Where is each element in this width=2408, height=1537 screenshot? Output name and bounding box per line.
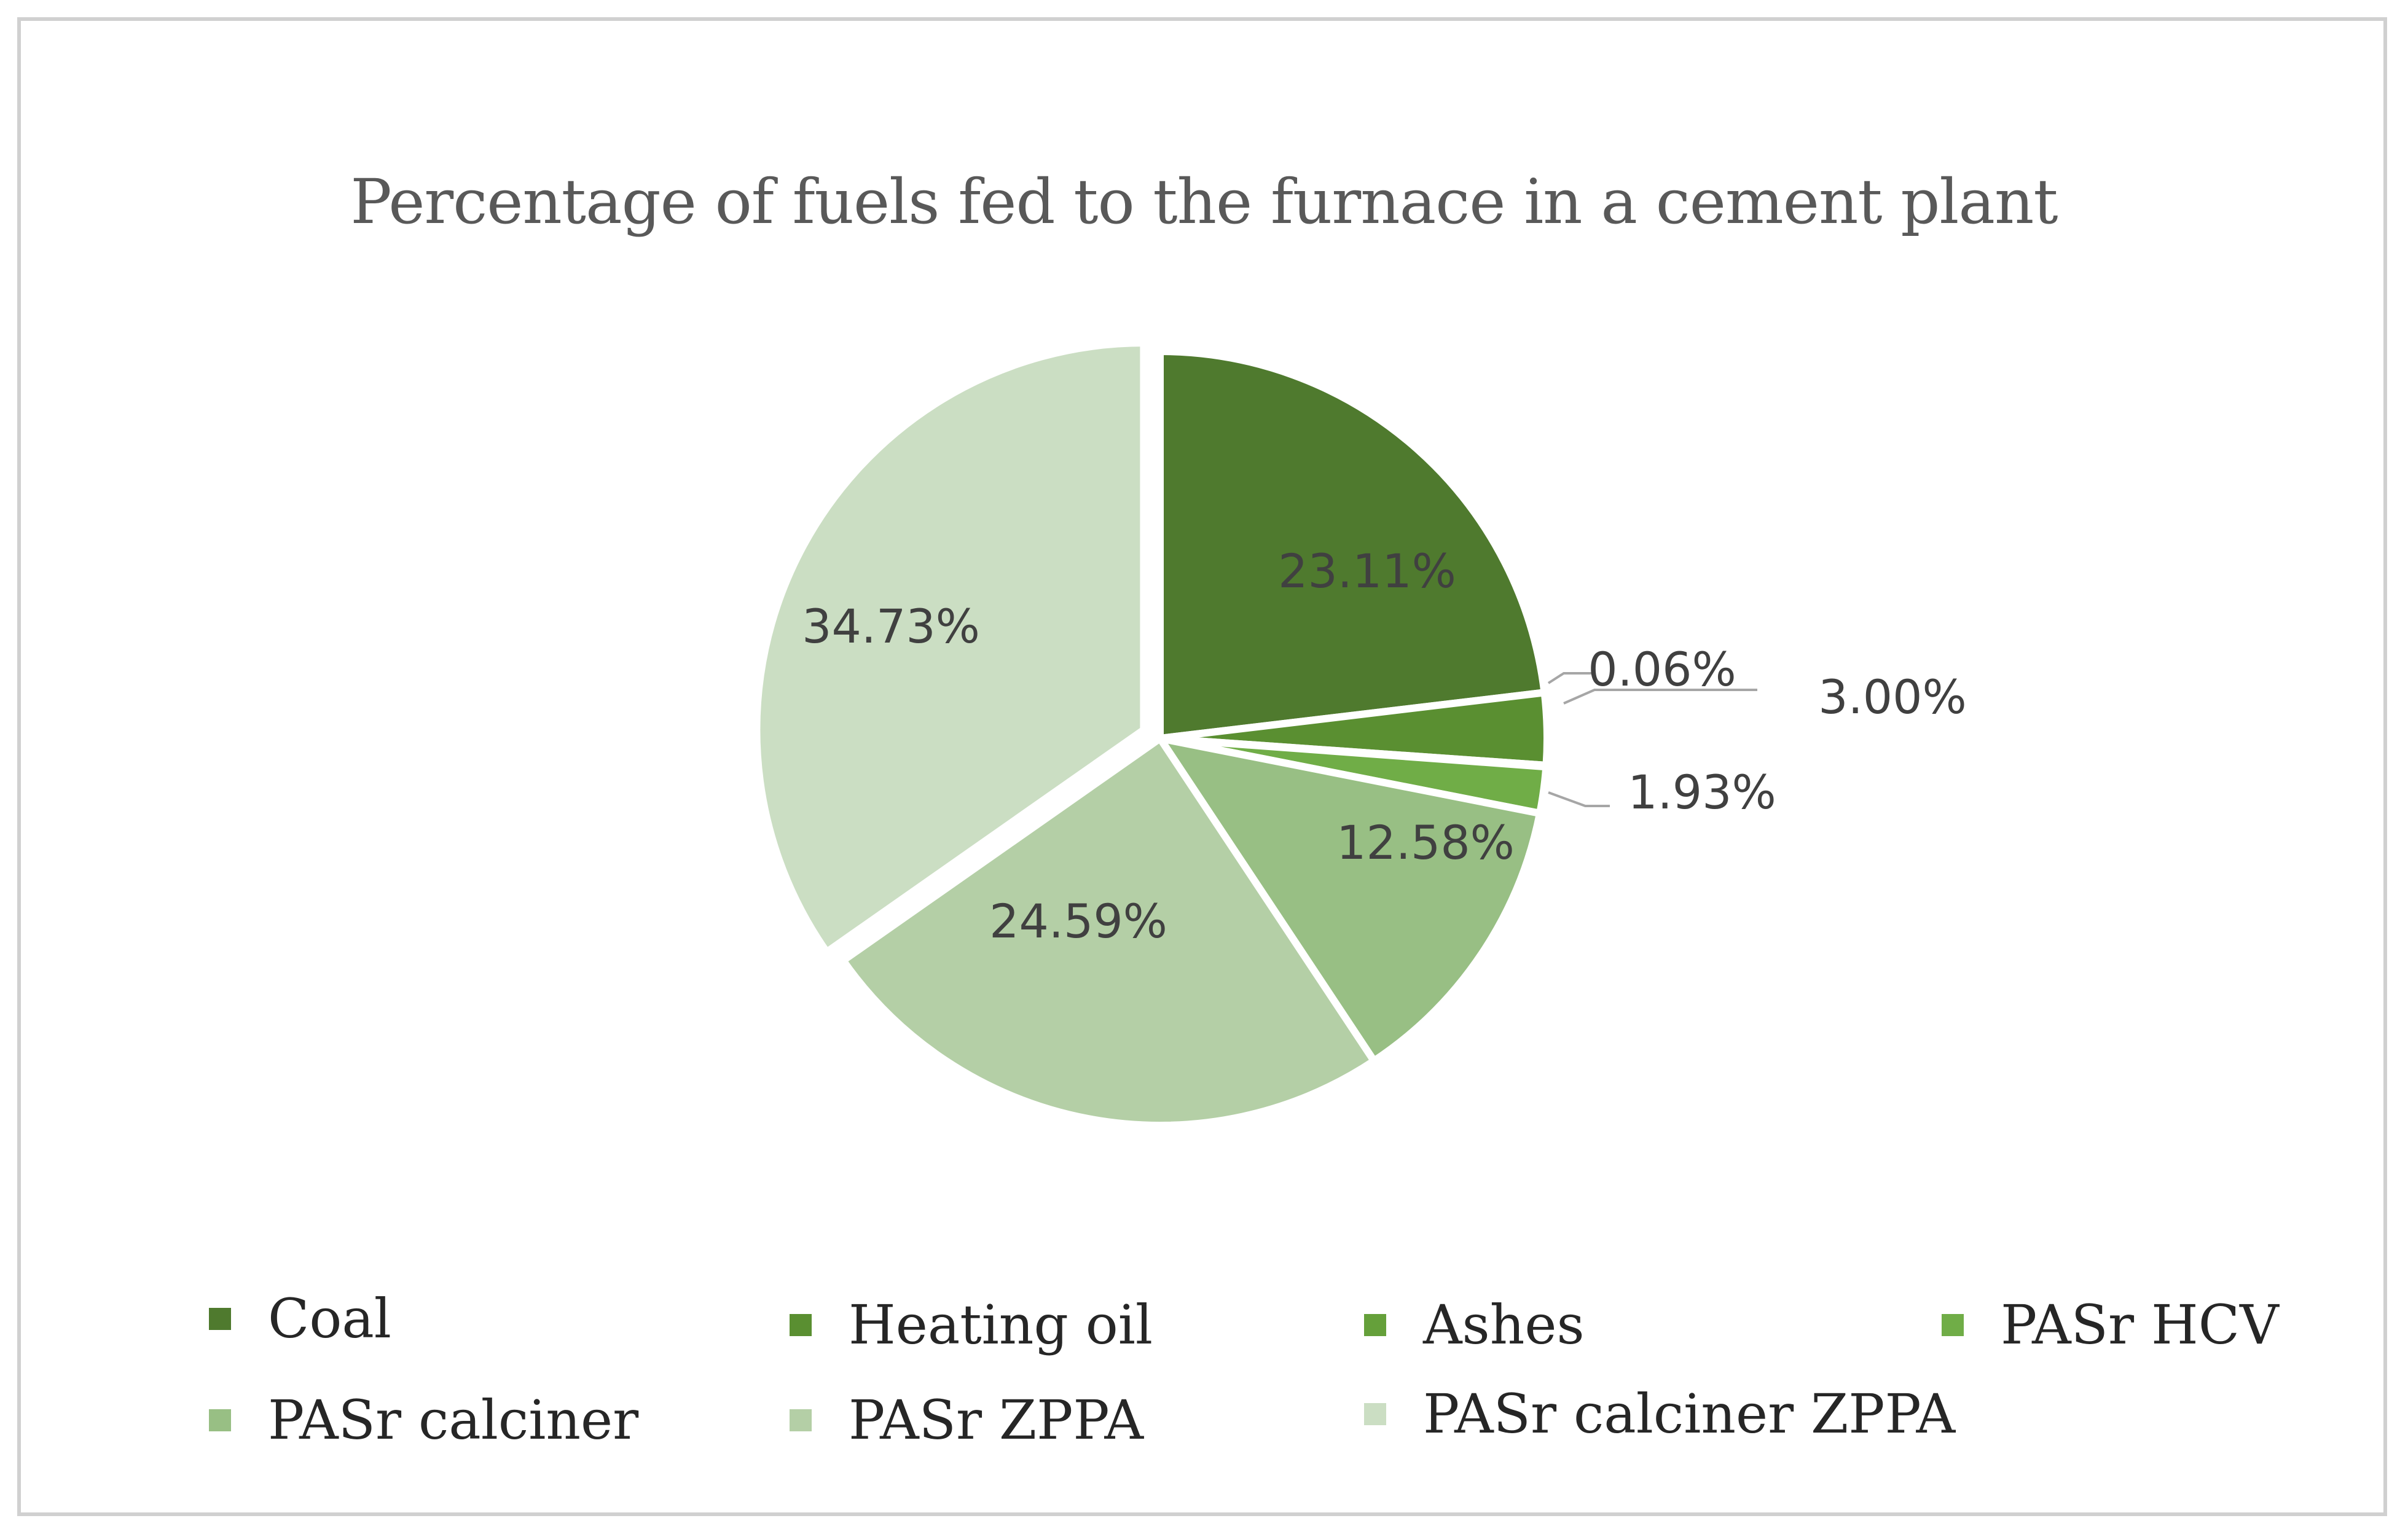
legend-swatch-coal: [209, 1307, 231, 1330]
legend-swatch-pasr-calciner-zppa: [1364, 1402, 1386, 1425]
legend-label-coal: Coal: [268, 1287, 391, 1350]
data-label-pasr-calciner: 12.58%: [1336, 815, 1515, 870]
legend-swatch-pasr-zppa: [790, 1409, 812, 1431]
leader-line-pasr-hcv: [1548, 791, 1610, 807]
pie-slice-pasr-calciner-zppa: [753, 339, 1148, 956]
legend-item-coal: Coal: [209, 1287, 391, 1350]
legend-label-pasr-hcv: PASr HCV: [2001, 1293, 2279, 1356]
legend-label-pasr-calciner-zppa: PASr calciner ZPPA: [1423, 1382, 1956, 1445]
legend-label-pasr-calciner: PASr calciner: [268, 1388, 639, 1452]
data-label-pasr-hcv: 1.93%: [1628, 765, 1776, 819]
legend-label-ashes: Ashes: [1423, 1293, 1585, 1356]
legend-label-heating-oil: Heating oil: [849, 1293, 1153, 1356]
data-label-pasr-calciner-zppa: 34.73%: [802, 599, 980, 654]
legend-swatch-heating-oil: [790, 1313, 812, 1336]
legend-swatch-pasr-calciner: [209, 1409, 231, 1431]
legend-item-pasr-calciner-zppa: PASr calciner ZPPA: [1364, 1382, 1955, 1445]
legend-item-pasr-hcv: PASr HCV: [1942, 1293, 2279, 1356]
data-label-pasr-zppa: 24.59%: [989, 894, 1167, 948]
legend-swatch-pasr-hcv: [1942, 1313, 1964, 1336]
legend-item-heating-oil: Heating oil: [790, 1293, 1153, 1356]
pie-slice-coal: [1156, 348, 1548, 742]
legend-swatch-ashes: [1364, 1313, 1386, 1336]
legend-item-pasr-calciner: PASr calciner: [209, 1388, 638, 1452]
chart-title: Percentage of fuels fed to the furnace i…: [350, 166, 2058, 238]
legend-item-pasr-zppa: PASr ZPPA: [790, 1388, 1143, 1452]
data-label-ashes: 0.06%: [1588, 642, 1736, 697]
data-label-coal: 23.11%: [1278, 544, 1456, 598]
pie-slice-pasr-calciner: [1156, 735, 1544, 1065]
legend-item-ashes: Ashes: [1364, 1293, 1585, 1356]
pie-slice-pasr-zppa: [839, 735, 1378, 1129]
leader-line-heating-oil: [1563, 689, 1757, 705]
leader-line-ashes: [1547, 672, 1594, 684]
legend-label-pasr-zppa: PASr ZPPA: [849, 1388, 1144, 1452]
data-label-heating-oil: 3.00%: [1818, 670, 1966, 724]
